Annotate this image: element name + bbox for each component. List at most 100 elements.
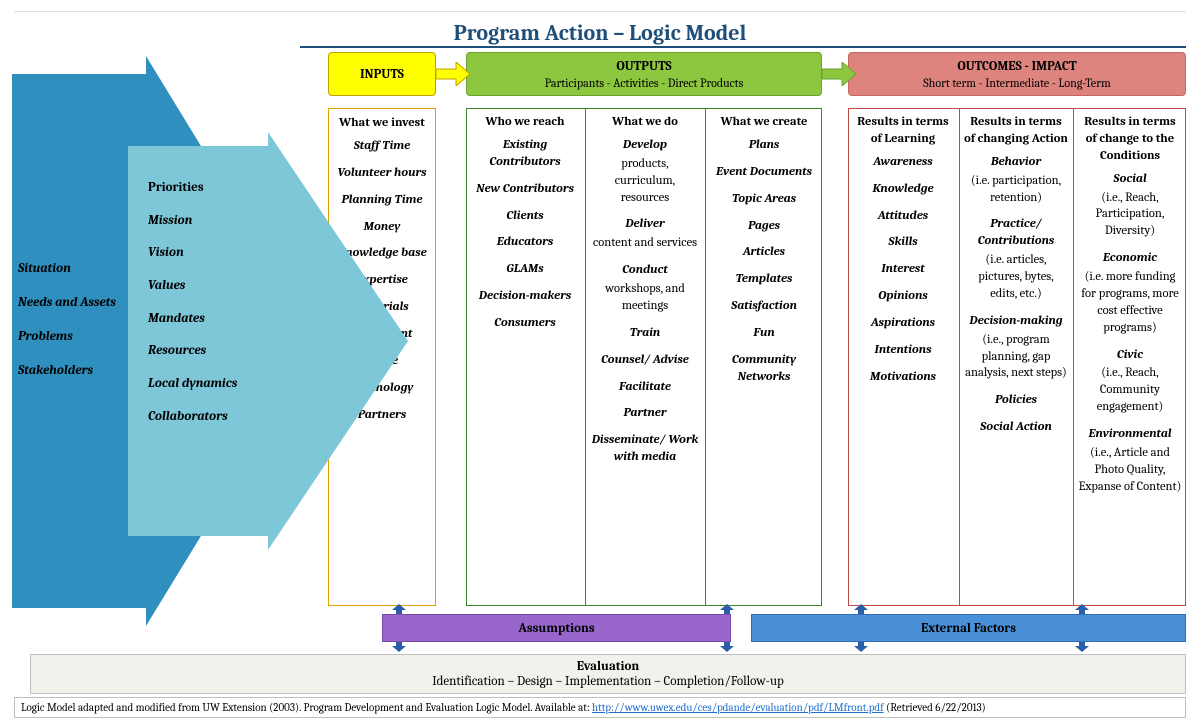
col-item: Knowledge [852, 181, 954, 198]
col-item: GLAMs [470, 261, 580, 278]
col-item: Social Action [964, 419, 1068, 436]
priorities-item: Mandates [148, 307, 268, 332]
col-item: Pages [710, 218, 818, 235]
col-item: New Contributors [470, 181, 580, 198]
col-head: Results in terms of changing Action [964, 114, 1068, 148]
priorities-item: Resources [148, 339, 268, 364]
col-item: Conduct [590, 262, 700, 279]
col-item: Event Documents [710, 164, 818, 181]
tab-outcomes: OUTCOMES - IMPACT Short term - Intermedi… [848, 52, 1186, 96]
priorities-item: Collaborators [148, 405, 268, 430]
priorities-header: Priorities [148, 176, 268, 201]
arrow-inputs-to-outputs-icon [436, 62, 470, 86]
col-item: Disseminate/ Work with media [590, 432, 700, 466]
col-head: What we do [590, 114, 700, 131]
col-sub: (i.e. more funding for programs, more co… [1078, 269, 1182, 337]
tab-outcomes-sub: Short term - Intermediate - Long-Term [923, 76, 1111, 90]
tab-outputs: OUTPUTS Participants - Activities - Dire… [466, 52, 822, 96]
band-label: Assumptions [518, 621, 594, 636]
col-direct-products: What we create Plans Event Documents Top… [706, 108, 822, 606]
footer-citation: Logic Model adapted and modified from UW… [14, 697, 1186, 718]
priorities-item: Values [148, 274, 268, 299]
col-item: Opinions [852, 288, 954, 305]
col-intermediate: Results in terms of changing Action Beha… [960, 108, 1072, 606]
columns-area: What we invest Staff Time Volunteer hour… [328, 108, 1186, 606]
tab-outputs-label: OUTPUTS [616, 59, 671, 74]
col-sub: (i.e., program planning, gap analysis, n… [964, 332, 1068, 383]
col-item: Community Networks [710, 352, 818, 386]
title-underline [300, 46, 1186, 48]
col-sub: content and services [590, 235, 700, 252]
col-sub: (i.e. participation, retention) [964, 173, 1068, 207]
col-sub: workshops, and meetings [590, 281, 700, 315]
evaluation-sub: Identification – Design – Implementation… [31, 674, 1185, 689]
col-activities: What we do Develop products, curriculum,… [586, 108, 704, 606]
situation-item: Situation [18, 256, 142, 282]
evaluation-box: Evaluation Identification – Design – Imp… [30, 654, 1186, 694]
col-sub: (i.e., Article and Photo Quality, Expans… [1078, 445, 1182, 496]
evaluation-title: Evaluation [31, 659, 1185, 674]
col-sub: (i.e., Reach, Participation, Diversity) [1078, 190, 1182, 241]
col-item: Decision-makers [470, 288, 580, 305]
situation-arrow: Situation Needs and Assets Problems Stak… [12, 56, 320, 626]
col-item: Social [1078, 171, 1182, 188]
col-item: Plans [710, 137, 818, 154]
col-head: Results in terms of change to the Condit… [1078, 114, 1182, 165]
col-item: Deliver [590, 216, 700, 233]
col-sub: (i.e. articles, pictures, bytes, edits, … [964, 252, 1068, 303]
col-item: Environmental [1078, 426, 1182, 443]
col-item: Counsel/ Advise [590, 352, 700, 369]
situation-item: Problems [18, 324, 142, 350]
situation-list: Situation Needs and Assets Problems Stak… [18, 256, 142, 392]
col-item: Economic [1078, 250, 1182, 267]
col-item: Topic Areas [710, 191, 818, 208]
col-item: Aspirations [852, 315, 954, 332]
col-head: Who we reach [470, 114, 580, 131]
col-item: Practice/ Contributions [964, 216, 1068, 250]
col-item: Attitudes [852, 208, 954, 225]
col-item: Consumers [470, 315, 580, 332]
priorities-item: Vision [148, 241, 268, 266]
col-item: Motivations [852, 369, 954, 386]
col-sub: products, curriculum, resources [590, 156, 700, 207]
col-item: Skills [852, 234, 954, 251]
col-item: Decision-making [964, 313, 1068, 330]
col-item: Train [590, 325, 700, 342]
situation-item: Stakeholders [18, 358, 142, 384]
footer-text: Logic Model adapted and modified from UW… [21, 701, 592, 714]
col-item: Educators [470, 234, 580, 251]
col-item: Templates [710, 271, 818, 288]
col-head: What we create [710, 114, 818, 131]
footer-link[interactable]: http://www.uwex.edu/ces/pdande/evaluatio… [592, 701, 884, 714]
arrow-outputs-to-outcomes-icon [822, 62, 856, 86]
tab-outcomes-label: OUTCOMES - IMPACT [957, 59, 1076, 74]
page-title: Program Action – Logic Model [0, 20, 1200, 46]
col-item: Satisfaction [710, 298, 818, 315]
band-assumptions: Assumptions [382, 614, 731, 642]
top-rule [14, 11, 1186, 12]
col-head: What we invest [333, 115, 431, 132]
col-head: Results in terms of Learning [852, 114, 954, 148]
band-label: External Factors [921, 621, 1016, 636]
col-item: Facilitate [590, 379, 700, 396]
situation-item: Needs and Assets [18, 290, 142, 316]
col-item: Behavior [964, 154, 1068, 171]
col-long-term: Results in terms of change to the Condit… [1074, 108, 1186, 606]
col-item: Fun [710, 325, 818, 342]
col-item: Civic [1078, 347, 1182, 364]
col-item: Interest [852, 261, 954, 278]
col-short-term: Results in terms of Learning Awareness K… [848, 108, 958, 606]
footer-text: (Retrieved 6/22/2013) [886, 701, 986, 714]
col-participants: Who we reach Existing Contributors New C… [466, 108, 584, 606]
col-item: Intentions [852, 342, 954, 359]
tab-inputs: INPUTS [328, 52, 436, 96]
priorities-list: Priorities Mission Vision Values Mandate… [148, 176, 268, 438]
col-item: Articles [710, 244, 818, 261]
col-item: Policies [964, 392, 1068, 409]
col-item: Awareness [852, 154, 954, 171]
priorities-item: Local dynamics [148, 372, 268, 397]
col-item: Existing Contributors [470, 137, 580, 171]
priorities-item: Mission [148, 209, 268, 234]
col-item: Clients [470, 208, 580, 225]
col-item: Develop [590, 137, 700, 154]
